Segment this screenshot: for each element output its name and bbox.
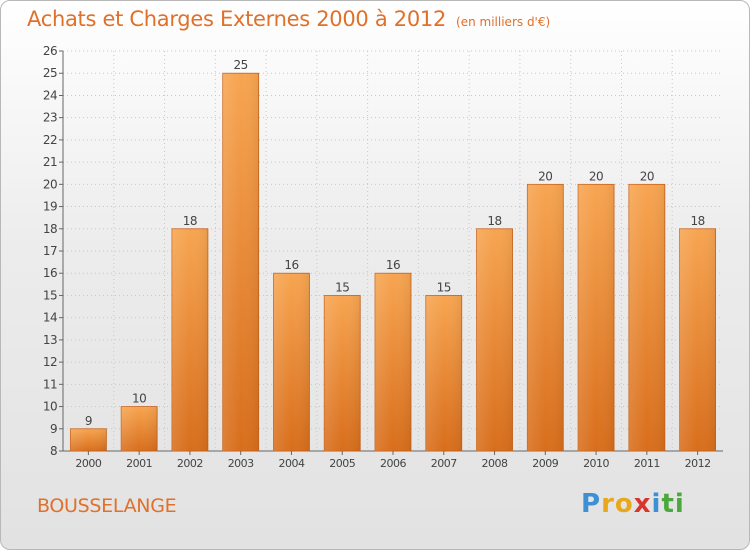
data-label: 18 (690, 214, 704, 228)
y-tick-label: 21 (43, 155, 57, 169)
x-tick-label: 2005 (329, 457, 355, 470)
bar-shine (527, 184, 564, 452)
data-label: 9 (85, 414, 92, 428)
y-tick-label: 14 (43, 311, 57, 325)
data-label: 20 (640, 169, 654, 183)
y-tick-label: 10 (43, 400, 57, 414)
x-tick-label: 2008 (482, 457, 508, 470)
bar-shine (375, 273, 411, 451)
x-tick-label: 2009 (532, 457, 558, 470)
y-tick-label: 26 (43, 44, 57, 58)
y-tick-label: 11 (43, 377, 57, 391)
x-tick-labels: 2000 2001 2002 2003 2004 2005 2006 2007 2008 2009… (75, 451, 711, 470)
x-tick-label: 2001 (126, 457, 152, 470)
y-tick-label: 13 (43, 333, 57, 347)
data-label: 16 (284, 258, 298, 272)
x-tick-label: 2003 (228, 457, 254, 470)
x-tick-label: 2006 (380, 457, 406, 470)
grid-lines (63, 50, 723, 451)
y-tick-labels: 8 9 10 11 12 13 14 15 16 17 18 19 20 21 22 23 24 25 26 (43, 44, 58, 458)
y-tick-label: 15 (43, 288, 57, 302)
data-label: 25 (234, 58, 248, 72)
bar-shine (121, 406, 158, 451)
logo-letter: t (661, 489, 675, 519)
data-label: 16 (386, 258, 400, 272)
bar-shine (425, 295, 462, 451)
y-tick-label: 8 (50, 444, 57, 458)
data-label: 15 (335, 280, 349, 294)
bar-shine (679, 228, 716, 451)
y-tick-label: 9 (50, 422, 57, 436)
logo-letter: i (674, 489, 685, 519)
logo-letter: r (601, 489, 615, 519)
data-labels: 9 10 18 25 16 15 16 15 18 20 20 20 18 (85, 58, 705, 428)
x-tick-label: 2012 (685, 457, 711, 470)
bar-shine (476, 228, 513, 451)
logo-letter: x (633, 489, 652, 519)
y-tick-label: 16 (43, 266, 57, 280)
y-tick-label: 19 (43, 200, 57, 214)
y-tick-label: 17 (43, 244, 57, 258)
logo-letter: i (651, 489, 662, 519)
proxiti-logo: Proxiti (581, 489, 685, 519)
y-tick-label: 18 (43, 222, 57, 236)
x-tick-label: 2007 (431, 457, 457, 470)
data-label: 20 (589, 169, 603, 183)
y-tick-label: 20 (43, 177, 57, 191)
y-tick-label: 23 (43, 111, 57, 125)
data-label: 18 (183, 214, 197, 228)
data-label: 15 (437, 280, 451, 294)
x-tick-label: 2000 (75, 457, 101, 470)
x-tick-label: 2010 (583, 457, 609, 470)
chart-subtitle: (en milliers d'€) (456, 15, 551, 29)
data-label: 18 (487, 214, 501, 228)
y-tick-label: 12 (43, 355, 57, 369)
x-tick-label: 2004 (278, 457, 304, 470)
bar-shine (628, 184, 665, 452)
bar-shine (171, 228, 208, 451)
commune-name: BOUSSELANGE (37, 495, 177, 517)
bar-shine (70, 428, 107, 451)
y-tick-label: 25 (43, 66, 57, 80)
bar-shine (578, 184, 615, 452)
x-tick-label: 2002 (177, 457, 203, 470)
data-label: 10 (132, 392, 146, 406)
logo-letter: o (614, 489, 634, 519)
y-tick-label: 22 (43, 133, 57, 147)
bar-shine (324, 295, 361, 451)
x-tick-label: 2011 (634, 457, 660, 470)
y-tick-label: 24 (43, 88, 57, 102)
chart-title-row: Achats et Charges Externes 2000 à 2012 (e… (27, 7, 550, 31)
logo-letter: P (581, 489, 602, 519)
chart-title: Achats et Charges Externes 2000 à 2012 (27, 7, 447, 31)
data-label: 20 (538, 169, 552, 183)
bar-shine (222, 73, 259, 451)
bar-shine (273, 273, 310, 451)
